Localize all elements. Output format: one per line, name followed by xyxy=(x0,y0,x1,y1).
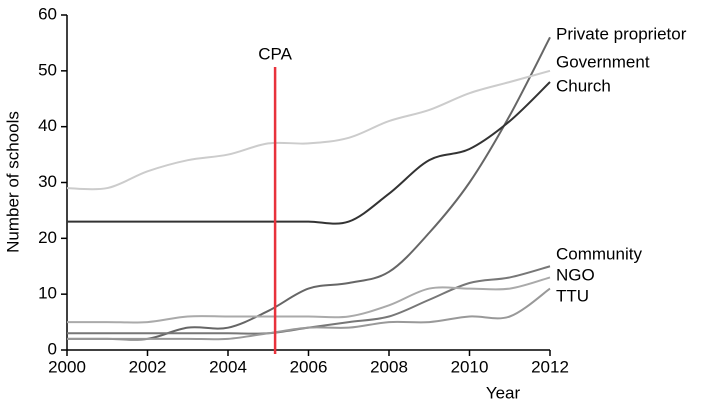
y-tick-label: 10 xyxy=(38,284,57,303)
y-tick-label: 60 xyxy=(38,4,57,23)
x-tick-label: 2000 xyxy=(48,357,86,376)
x-tick-label: 2006 xyxy=(290,357,328,376)
series-label: Private proprietor xyxy=(556,24,687,43)
annotation-label: CPA xyxy=(258,44,292,63)
x-tick-label: 2010 xyxy=(451,357,489,376)
series-line xyxy=(67,276,551,324)
series-line xyxy=(66,69,551,191)
series-label: Community xyxy=(556,244,642,263)
y-tick-label: 20 xyxy=(38,228,57,247)
series-label: Government xyxy=(556,52,650,71)
series-label: NGO xyxy=(556,265,595,284)
y-tick-label: 0 xyxy=(48,339,57,358)
series-line xyxy=(66,81,551,225)
y-tick-label: 50 xyxy=(38,60,57,79)
x-tick-label: 2002 xyxy=(129,357,167,376)
x-tick-label: 2008 xyxy=(370,357,408,376)
x-axis-label: Year xyxy=(486,383,521,402)
series-label: TTU xyxy=(556,286,589,305)
y-tick-label: 30 xyxy=(38,172,57,191)
y-tick-label: 40 xyxy=(38,116,57,135)
series-line xyxy=(67,265,551,335)
series-line xyxy=(66,287,551,341)
x-tick-label: 2004 xyxy=(209,357,247,376)
y-axis-label: Number of schools xyxy=(3,111,22,253)
series-line xyxy=(66,36,551,341)
x-tick-label: 2012 xyxy=(531,357,569,376)
series-label: Church xyxy=(556,76,611,95)
